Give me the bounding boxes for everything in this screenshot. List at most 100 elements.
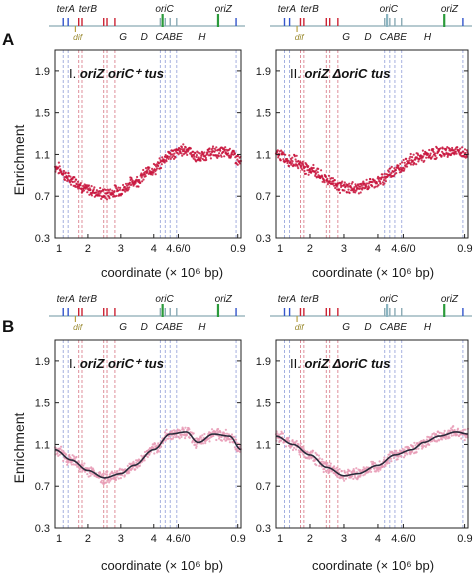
data-point (379, 468, 382, 471)
data-point (428, 148, 431, 152)
data-point (315, 169, 318, 172)
data-point (459, 147, 462, 150)
data-point (71, 454, 74, 457)
data-point (91, 467, 95, 470)
data-point (115, 476, 118, 479)
y-tick-label: 0.3 (35, 523, 50, 535)
data-point (432, 148, 435, 151)
data-point (160, 163, 163, 166)
y-tick-label: 0.3 (256, 523, 271, 535)
data-point (151, 173, 154, 176)
data-point (104, 188, 107, 192)
data-point (183, 148, 186, 151)
data-point (66, 463, 69, 466)
data-point (97, 192, 100, 195)
map-label-oriz: oriZ (215, 4, 233, 15)
data-point (326, 461, 329, 465)
data-point (286, 161, 289, 165)
data-point (434, 152, 437, 155)
data-point (321, 175, 324, 178)
data-point (76, 465, 79, 468)
data-point (334, 186, 337, 190)
data-point (120, 192, 124, 195)
data-point (403, 167, 406, 170)
data-point (432, 150, 435, 154)
map-label-h: H (198, 32, 206, 43)
data-point (280, 439, 283, 442)
data-point (168, 155, 171, 158)
data-point (443, 429, 446, 432)
map-label-tera: terA (57, 4, 76, 15)
data-point (402, 158, 405, 162)
data-point (62, 172, 65, 175)
data-point (64, 171, 67, 174)
data-point (445, 147, 448, 150)
data-point (60, 449, 63, 452)
data-point (79, 184, 82, 187)
data-point (82, 189, 86, 192)
data-point (122, 189, 125, 192)
data-point (60, 445, 63, 448)
data-point (225, 432, 229, 435)
data-point (58, 171, 61, 174)
data-point (223, 155, 226, 158)
data-point (179, 429, 182, 432)
data-point (118, 467, 121, 470)
y-tick-label: 1.9 (256, 66, 271, 78)
data-point (194, 151, 197, 155)
data-point (452, 425, 455, 428)
data-point (442, 432, 446, 435)
data-point (318, 457, 321, 460)
data-point (182, 428, 185, 431)
data-point (224, 428, 227, 431)
data-point (153, 452, 156, 455)
data-point (118, 188, 121, 191)
data-point (441, 147, 444, 150)
data-point (281, 432, 285, 435)
data-point (75, 455, 78, 459)
data-point (422, 155, 425, 158)
data-point (69, 181, 72, 184)
data-point (417, 160, 420, 163)
data-point (351, 475, 354, 478)
data-point (72, 455, 76, 458)
data-point (95, 191, 98, 194)
data-point (280, 430, 283, 433)
data-point (383, 182, 386, 185)
data-point (203, 151, 206, 154)
x-axis-label-b-right: coordinate (× 10⁶ bp) (312, 558, 434, 573)
data-point (133, 462, 136, 465)
data-point (343, 181, 346, 184)
data-point (184, 437, 187, 440)
data-point (297, 167, 300, 170)
x-tick-label: 3 (118, 243, 124, 255)
map-label-terb: terB (300, 4, 319, 15)
data-point (217, 155, 220, 158)
data-point (98, 194, 101, 197)
data-point (435, 146, 438, 149)
data-point (321, 460, 325, 463)
data-point (117, 189, 120, 192)
data-point (199, 156, 202, 159)
data-point (463, 148, 467, 151)
data-point (60, 170, 63, 173)
plot-frame (275, 49, 469, 239)
data-point (462, 150, 465, 153)
x-tick-label: 4.6/0 (391, 243, 415, 255)
data-point (463, 439, 466, 442)
data-point (126, 464, 129, 467)
data-point (237, 154, 240, 157)
data-point (171, 429, 174, 432)
data-point (87, 475, 90, 478)
data-point (348, 469, 351, 472)
data-point (377, 184, 380, 187)
data-point (214, 149, 217, 152)
data-point (414, 444, 417, 447)
data-point (134, 181, 137, 184)
data-point (102, 472, 105, 475)
data-point (464, 152, 467, 155)
data-point (314, 172, 318, 175)
data-point (181, 154, 184, 157)
data-point (458, 149, 461, 152)
